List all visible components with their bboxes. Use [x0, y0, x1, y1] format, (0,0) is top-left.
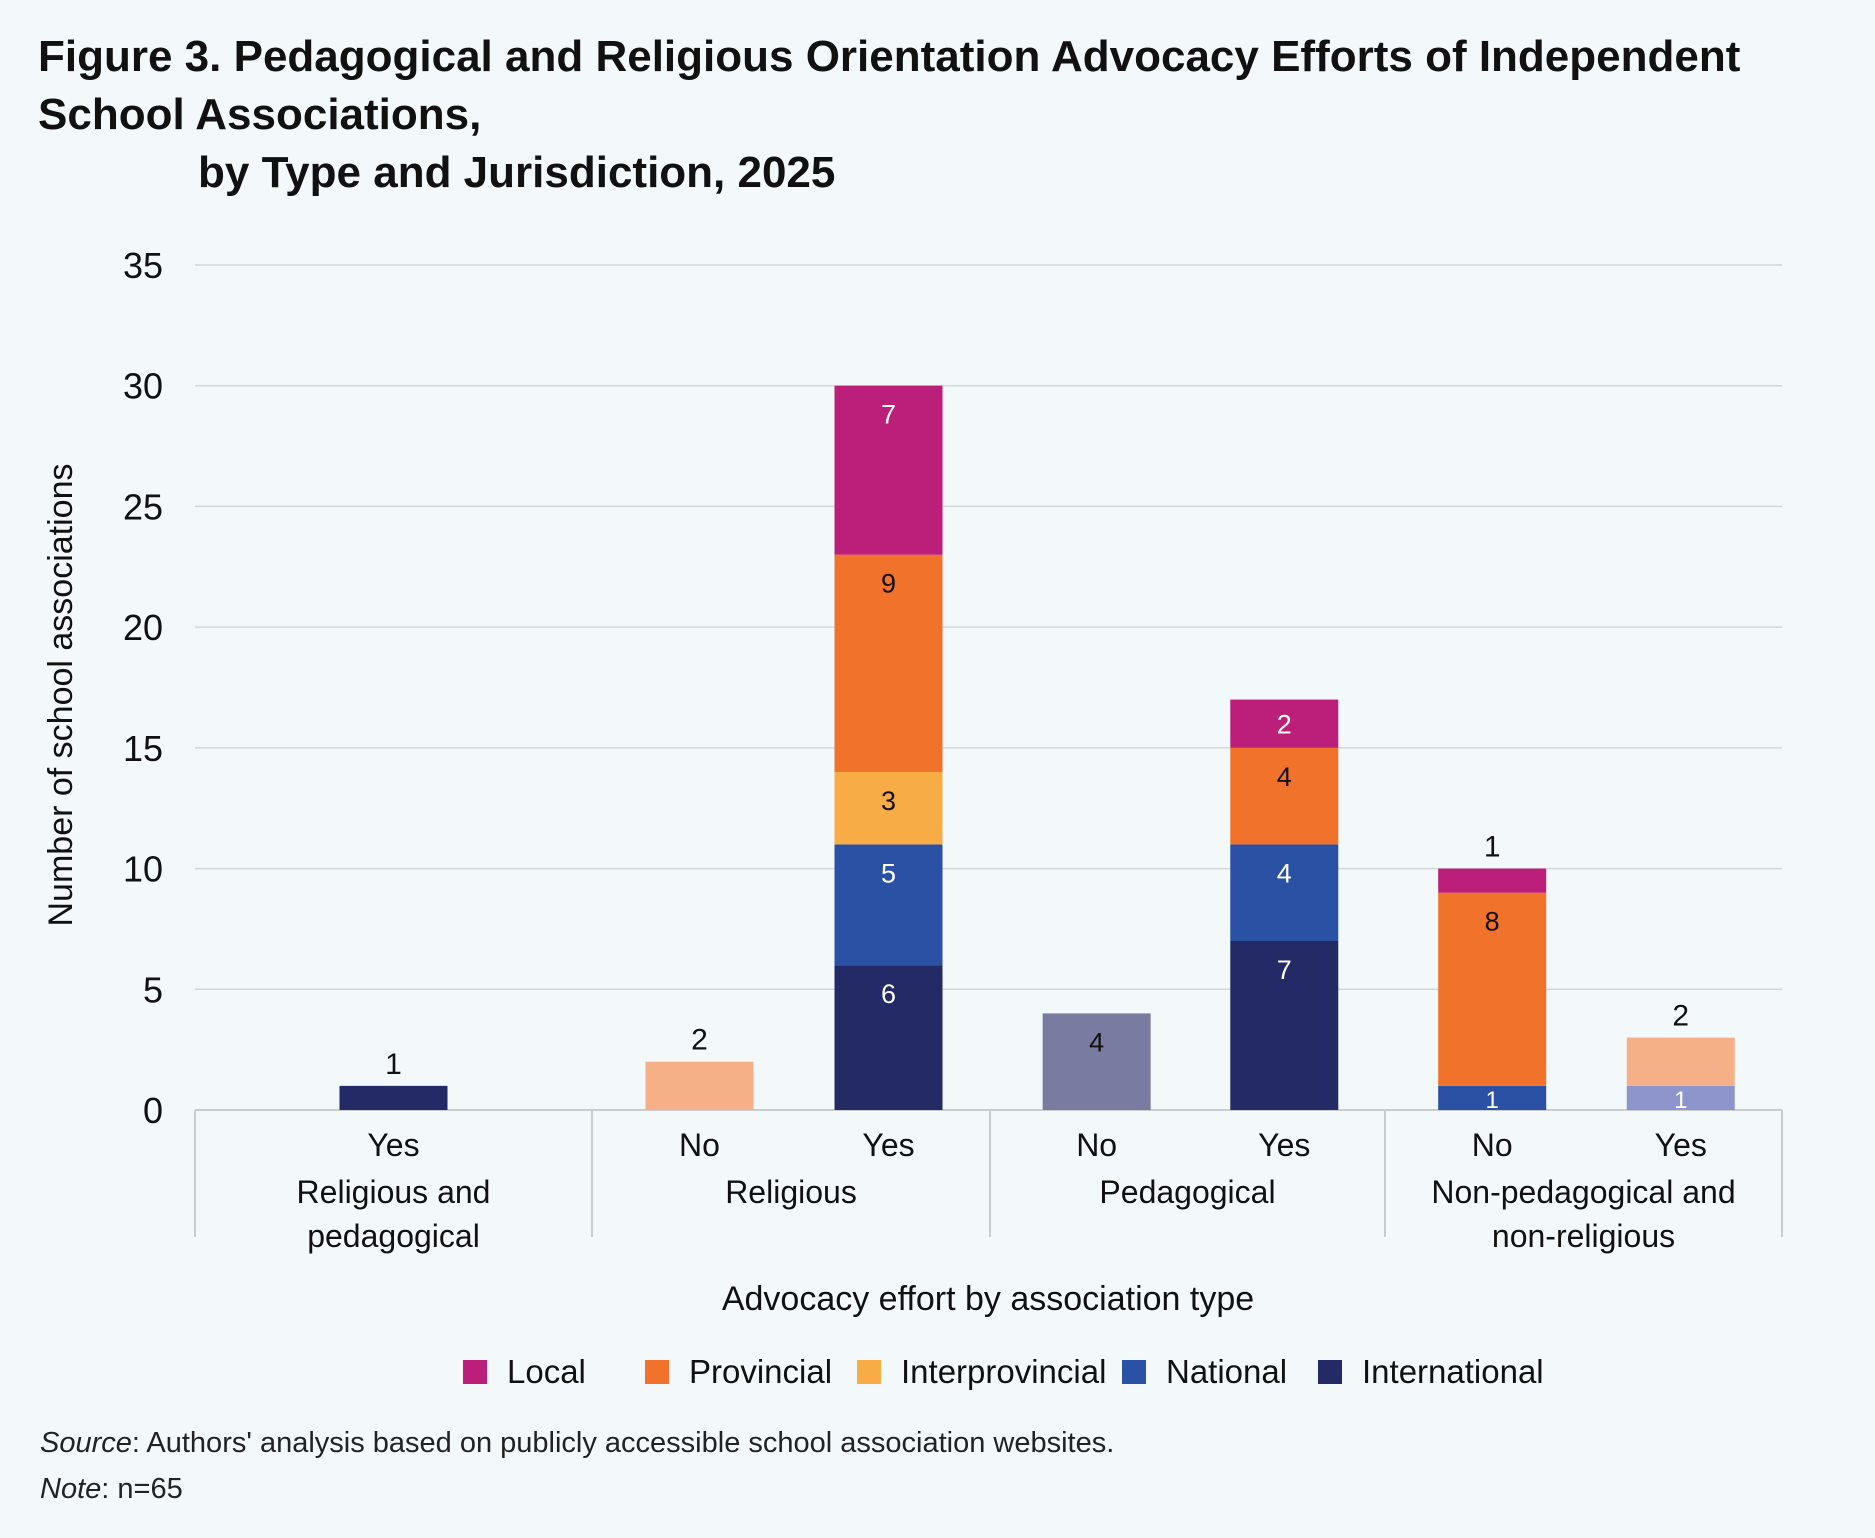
bar-data-label: 1	[1486, 1087, 1499, 1114]
group-label: Non-pedagogical and	[1431, 1174, 1735, 1210]
legend-label: Interprovincial	[901, 1353, 1106, 1390]
bar-segment	[339, 1085, 448, 1110]
x-category-label: Yes	[862, 1127, 914, 1163]
source-text: : Authors' analysis based on publicly ac…	[131, 1427, 1115, 1459]
group-label: non-religious	[1492, 1218, 1675, 1254]
bar-segment	[1626, 1037, 1735, 1086]
bar-data-label: 4	[1089, 1027, 1104, 1057]
bar-data-label: 6	[881, 979, 896, 1009]
x-category-label: No	[1472, 1127, 1513, 1163]
bar-data-label: 1	[1674, 1087, 1687, 1114]
bar-segment	[834, 965, 943, 1110]
bar-data-label: 7	[881, 400, 896, 430]
bar-segment	[1438, 892, 1547, 1086]
legend-swatch	[1122, 1360, 1146, 1384]
bar-data-label: 4	[1277, 858, 1292, 888]
bar-segment	[1438, 868, 1547, 893]
data-labels: 1 2 6 5 3 9 7 4 7 4 4 2 1 8 1 1 2	[385, 400, 1689, 1114]
bar-data-label: 2	[1277, 710, 1292, 740]
bar-data-label: 9	[881, 569, 896, 599]
x-category-label: No	[1076, 1127, 1117, 1163]
chart-title-line-1: Figure 3. Pedagogical and Religious Orie…	[38, 32, 1741, 139]
bars	[339, 385, 1735, 1110]
legend-label: International	[1362, 1353, 1544, 1390]
y-tick-label: 20	[123, 607, 163, 648]
legend-swatch	[463, 1360, 487, 1384]
bar-segment	[645, 1061, 754, 1110]
bar-segment	[834, 385, 943, 555]
note-text: : n=65	[101, 1473, 183, 1505]
chart-notes: Source: Authors' analysis based on publi…	[40, 1420, 1114, 1512]
bar-segment	[834, 554, 943, 772]
bar-segment	[1230, 699, 1339, 748]
source-note: Source: Authors' analysis based on publi…	[40, 1420, 1114, 1466]
bar-total-label: 2	[1672, 1000, 1689, 1033]
chart-title: Figure 3. Pedagogical and Religious Orie…	[38, 28, 1858, 202]
bar-segment	[1230, 747, 1339, 845]
legend-swatch	[645, 1360, 669, 1384]
y-tick-label: 0	[143, 1090, 163, 1131]
legend-label: National	[1166, 1353, 1287, 1390]
bar-data-label: 3	[881, 786, 896, 816]
bar-segment	[1042, 1013, 1151, 1110]
bar-data-label: 7	[1277, 955, 1292, 985]
x-axis-title: Advocacy effort by association type	[722, 1280, 1254, 1318]
bar-segment	[834, 844, 943, 966]
group-label: Religious and	[297, 1174, 491, 1210]
bar-segment	[1230, 941, 1339, 1110]
bar-segment	[1230, 844, 1339, 941]
bar-total-label: 1	[1484, 831, 1501, 864]
bar-segment	[1626, 1085, 1735, 1110]
sample-note: Note: n=65	[40, 1466, 1114, 1512]
legend-swatch	[857, 1360, 881, 1384]
x-category-label: Yes	[1258, 1127, 1310, 1163]
bar-data-label: 4	[1277, 762, 1292, 792]
y-tick-label: 35	[123, 245, 163, 286]
bar-segment	[1438, 1085, 1547, 1110]
y-tick-label: 10	[123, 849, 163, 890]
y-tick-label: 25	[123, 486, 163, 527]
y-axis-title: Number of school associations	[42, 463, 80, 926]
source-label: Source	[40, 1427, 132, 1459]
legend-label: Provincial	[689, 1353, 832, 1390]
x-category-label: No	[679, 1127, 720, 1163]
note-label: Note	[40, 1473, 102, 1505]
legend-label: Local	[507, 1353, 586, 1390]
y-tick-label: 5	[143, 969, 163, 1010]
group-label: Religious	[725, 1174, 857, 1210]
bar-data-label: 8	[1485, 907, 1500, 937]
bar-total-label: 2	[691, 1024, 708, 1057]
y-tick-label: 15	[123, 728, 163, 769]
bar-data-label: 5	[881, 858, 896, 888]
x-category-label: Yes	[1655, 1127, 1707, 1163]
chart-title-line-2: by Type and Jurisdiction, 2025	[198, 148, 836, 197]
group-label: Pedagogical	[1099, 1174, 1275, 1210]
bar-segment	[834, 772, 943, 845]
y-tick-label: 30	[123, 366, 163, 407]
legend: Local Provincial Interprovincial National In…	[463, 1353, 1544, 1390]
group-label: pedagogical	[307, 1218, 480, 1254]
bar-total-label: 1	[385, 1048, 402, 1081]
legend-swatch	[1318, 1360, 1342, 1384]
x-category-label: Yes	[367, 1127, 419, 1163]
